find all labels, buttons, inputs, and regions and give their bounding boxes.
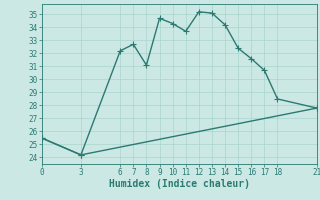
X-axis label: Humidex (Indice chaleur): Humidex (Indice chaleur) — [109, 179, 250, 189]
